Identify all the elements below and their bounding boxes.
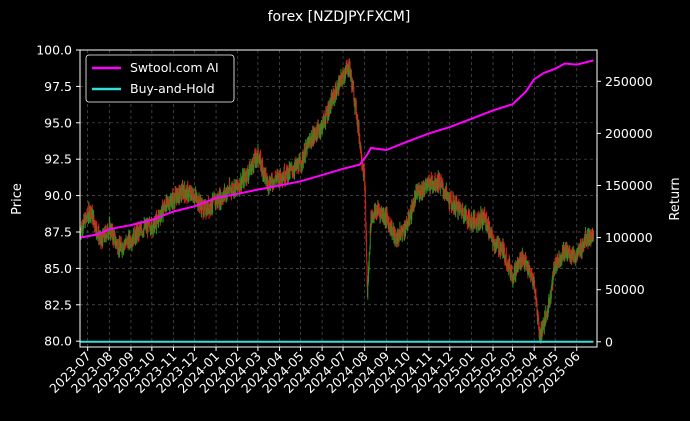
price-tick-label: 90.0 bbox=[44, 188, 72, 203]
return-lines bbox=[79, 59, 594, 343]
price-tick-label: 85.0 bbox=[44, 261, 72, 276]
price-tick-label: 92.5 bbox=[44, 152, 72, 167]
return-tick-label: 150000 bbox=[605, 178, 653, 193]
series-line-ai bbox=[79, 59, 594, 239]
return-axis-title: Return bbox=[668, 177, 683, 220]
chart-title: forex [NZDJPY.FXCM] bbox=[268, 9, 411, 25]
legend-label-ai: Swtool.com AI bbox=[130, 60, 219, 75]
price-tick-label: 97.5 bbox=[44, 79, 72, 94]
return-tick-label: 50000 bbox=[605, 282, 645, 297]
return-tick-label: 0 bbox=[605, 334, 613, 349]
legend-label-buy-hold: Buy-and-Hold bbox=[130, 81, 215, 96]
return-tick-label: 200000 bbox=[605, 126, 653, 141]
legend-frame bbox=[85, 54, 235, 103]
return-axis: 0 50000 100000 150000 200000 250000 bbox=[597, 74, 653, 349]
price-candles bbox=[79, 58, 595, 345]
price-tick-label: 100.0 bbox=[36, 43, 72, 58]
price-axis-title: Price bbox=[10, 183, 25, 215]
return-tick-label: 250000 bbox=[605, 74, 653, 89]
legend: Swtool.com AI Buy-and-Hold bbox=[85, 54, 235, 103]
price-axis: 80.0 82.5 85.0 87.5 90.0 92.5 95.0 97.5 100.0 bbox=[36, 43, 80, 349]
return-tick-label: 100000 bbox=[605, 230, 653, 245]
price-tick-label: 82.5 bbox=[44, 297, 72, 312]
price-tick-label: 80.0 bbox=[44, 334, 72, 349]
price-tick-label: 95.0 bbox=[44, 115, 72, 130]
plot-frame bbox=[79, 49, 598, 348]
price-tick-label: 87.5 bbox=[44, 224, 72, 239]
date-axis: 2023-072023-082023-092023-102023-112023-… bbox=[46, 347, 583, 396]
